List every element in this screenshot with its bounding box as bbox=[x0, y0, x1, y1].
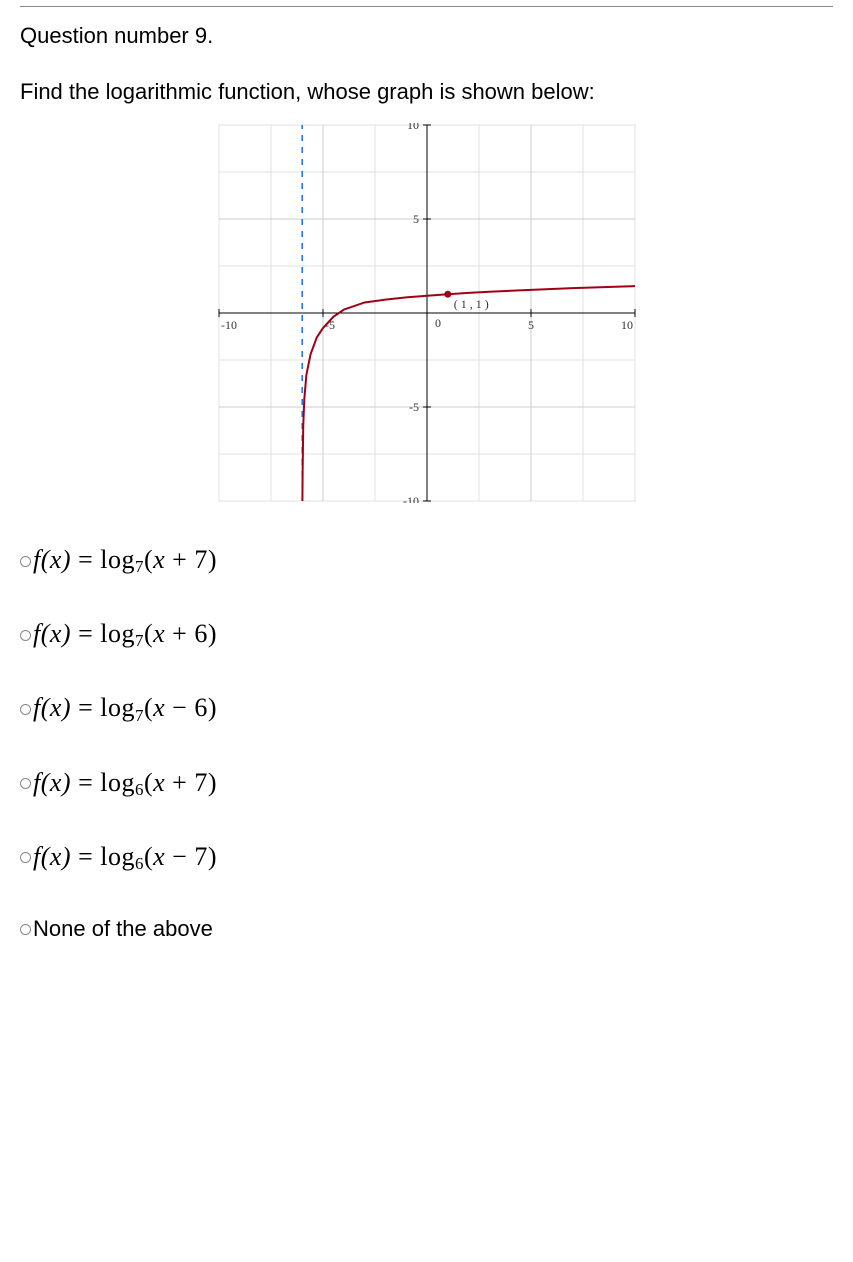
open-paren: ( bbox=[144, 693, 153, 722]
open-paren: ( bbox=[144, 545, 153, 574]
svg-text:-10: -10 bbox=[221, 318, 237, 332]
equals: = bbox=[71, 842, 100, 871]
question-number: Question number 9. bbox=[20, 23, 833, 49]
option-formula: f(x) = log7(x − 6) bbox=[33, 693, 217, 725]
fx-label: f(x) bbox=[33, 842, 71, 871]
svg-text:10: 10 bbox=[621, 318, 633, 332]
log-fn: log bbox=[100, 842, 135, 871]
svg-text:5: 5 bbox=[413, 212, 419, 226]
x-var: x bbox=[153, 619, 165, 648]
graph-wrapper: -10-5510-10-55100( 1 , 1 ) bbox=[20, 123, 833, 503]
fx-label: f(x) bbox=[33, 545, 71, 574]
answer-option[interactable]: None of the above bbox=[20, 916, 833, 942]
svg-text:-5: -5 bbox=[409, 400, 419, 414]
radio-button[interactable] bbox=[20, 778, 31, 789]
fx-label: f(x) bbox=[33, 768, 71, 797]
log-base: 7 bbox=[135, 557, 144, 576]
top-divider bbox=[20, 6, 833, 7]
equals: = bbox=[71, 768, 100, 797]
open-paren: ( bbox=[144, 619, 153, 648]
log-fn: log bbox=[100, 545, 135, 574]
arg-tail: + 7) bbox=[165, 545, 217, 574]
radio-button[interactable] bbox=[20, 924, 31, 935]
option-formula: f(x) = log7(x + 7) bbox=[33, 545, 217, 577]
log-fn: log bbox=[100, 619, 135, 648]
svg-text:( 1 , 1 ): ( 1 , 1 ) bbox=[453, 297, 488, 311]
function-graph: -10-5510-10-55100( 1 , 1 ) bbox=[217, 123, 637, 503]
open-paren: ( bbox=[144, 768, 153, 797]
radio-button[interactable] bbox=[20, 852, 31, 863]
x-var: x bbox=[153, 842, 165, 871]
log-base: 7 bbox=[135, 706, 144, 725]
svg-text:5: 5 bbox=[528, 318, 534, 332]
option-formula: f(x) = log7(x + 6) bbox=[33, 619, 217, 651]
svg-text:-10: -10 bbox=[403, 494, 419, 503]
radio-button[interactable] bbox=[20, 704, 31, 715]
x-var: x bbox=[153, 693, 165, 722]
log-base: 6 bbox=[135, 854, 144, 873]
radio-button[interactable] bbox=[20, 630, 31, 641]
equals: = bbox=[71, 693, 100, 722]
log-base: 7 bbox=[135, 631, 144, 650]
arg-tail: + 7) bbox=[165, 768, 217, 797]
radio-button[interactable] bbox=[20, 556, 31, 567]
fx-label: f(x) bbox=[33, 619, 71, 648]
option-formula: f(x) = log6(x + 7) bbox=[33, 768, 217, 800]
option-text: None of the above bbox=[33, 916, 213, 942]
x-var: x bbox=[153, 545, 165, 574]
option-formula: f(x) = log6(x − 7) bbox=[33, 842, 217, 874]
fx-label: f(x) bbox=[33, 693, 71, 722]
svg-text:10: 10 bbox=[407, 123, 419, 132]
arg-tail: − 6) bbox=[165, 693, 217, 722]
answer-option[interactable]: f(x) = log7(x + 7) bbox=[20, 545, 833, 577]
arg-tail: + 6) bbox=[165, 619, 217, 648]
x-var: x bbox=[153, 768, 165, 797]
question-prompt: Find the logarithmic function, whose gra… bbox=[20, 79, 833, 105]
log-fn: log bbox=[100, 693, 135, 722]
equals: = bbox=[71, 545, 100, 574]
answer-option[interactable]: f(x) = log7(x + 6) bbox=[20, 619, 833, 651]
answer-option[interactable]: f(x) = log6(x − 7) bbox=[20, 842, 833, 874]
arg-tail: − 7) bbox=[165, 842, 217, 871]
answer-option[interactable]: f(x) = log6(x + 7) bbox=[20, 768, 833, 800]
log-base: 6 bbox=[135, 780, 144, 799]
answer-option[interactable]: f(x) = log7(x − 6) bbox=[20, 693, 833, 725]
equals: = bbox=[71, 619, 100, 648]
svg-text:0: 0 bbox=[435, 316, 441, 330]
log-fn: log bbox=[100, 768, 135, 797]
open-paren: ( bbox=[144, 842, 153, 871]
answer-options: f(x) = log7(x + 7)f(x) = log7(x + 6)f(x)… bbox=[20, 545, 833, 942]
question-container: Question number 9. Find the logarithmic … bbox=[0, 6, 853, 1024]
